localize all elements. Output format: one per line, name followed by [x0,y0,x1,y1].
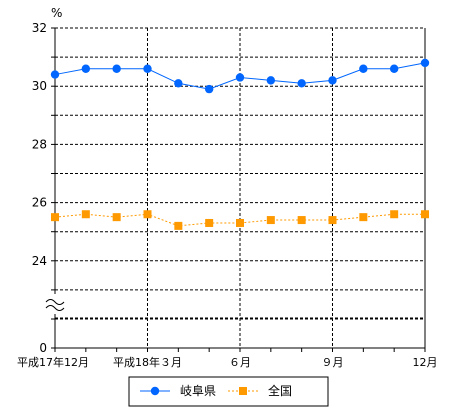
data-point [236,218,244,227]
data-point [328,216,337,225]
y-tick-label: 28 [32,137,47,151]
data-point [174,79,183,88]
data-point [390,210,399,219]
axes [45,27,426,352]
data-point [81,64,91,73]
x-tick-label: ６月 [229,356,251,369]
data-point [359,213,368,222]
x-tick-label: 平成18年３月 [113,355,182,369]
legend-item: 岐阜県 [140,384,216,398]
data-point [297,216,306,225]
legend: 岐阜県 全国 [128,376,329,407]
y-tick-label: 30 [32,79,47,93]
data-point [143,64,152,73]
data-point [174,221,183,230]
data-point [51,213,59,222]
data-point [266,76,276,85]
y-tick-label: 26 [32,196,47,210]
data-point [421,210,429,219]
data-point [50,70,60,79]
y-tick-label: 32 [32,21,47,35]
data-point [112,64,121,73]
data-point [235,73,245,82]
y-tick-label: 24 [32,254,47,268]
y-unit-label: % [51,6,62,20]
data-point [420,58,430,68]
legend-label: 岐阜県 [180,384,216,398]
data-point [359,64,368,73]
data-point [81,210,90,219]
data-point [328,76,337,85]
y-tick-label: 0 [39,341,47,355]
legend-marker [150,386,160,396]
legend-item: 全国 [228,383,292,398]
x-tick-label: 平成17年12月 [17,355,89,369]
data-point [143,210,152,219]
legend-label: 全国 [268,383,292,398]
series-1 [51,210,429,230]
data-point [205,218,214,227]
legend-marker [239,387,247,395]
series-0 [50,58,430,94]
series-layer [50,58,430,230]
x-tick-label: ９月 [322,356,344,369]
data-point [112,213,121,222]
data-point [389,64,399,73]
x-tick-label: 12月 [413,356,438,369]
data-point [266,216,275,225]
data-point [297,79,306,88]
axis-break-symbol [45,294,65,314]
data-point [204,84,214,94]
